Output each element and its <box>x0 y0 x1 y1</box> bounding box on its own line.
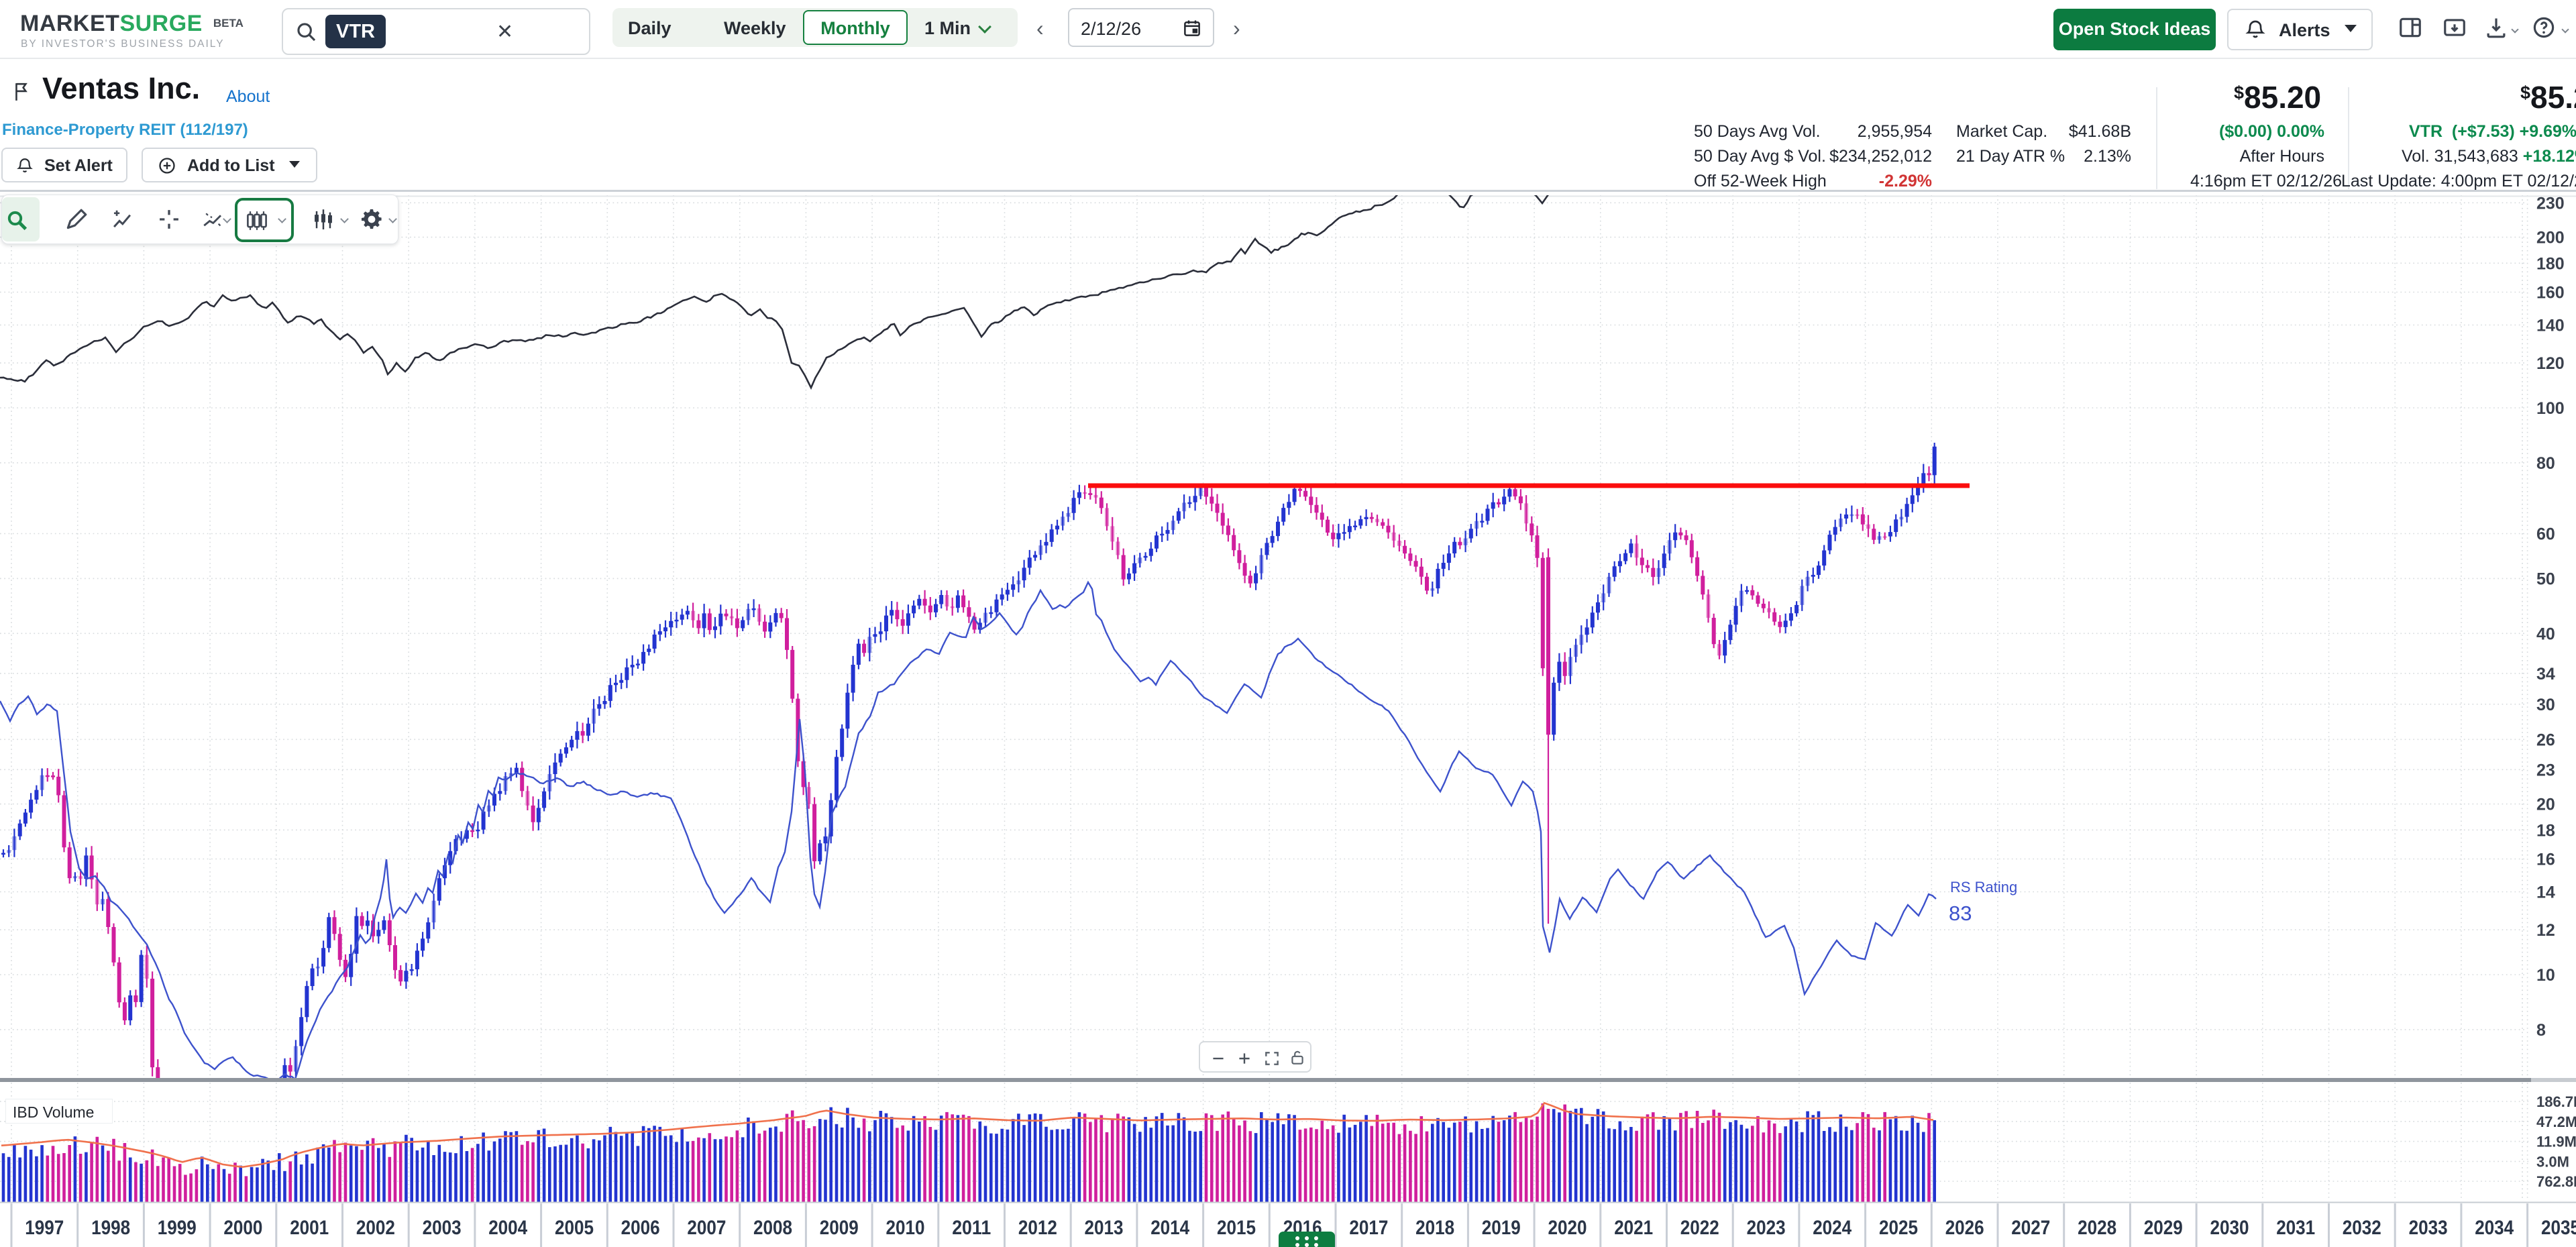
svg-text:26: 26 <box>2536 730 2555 749</box>
svg-text:2022: 2022 <box>1680 1217 1719 1239</box>
svg-text:2003: 2003 <box>423 1217 462 1239</box>
svg-text:2025: 2025 <box>1879 1217 1918 1239</box>
svg-text:2021: 2021 <box>1614 1217 1653 1239</box>
svg-text:120: 120 <box>2536 354 2565 373</box>
svg-text:2019: 2019 <box>1482 1217 1521 1239</box>
svg-text:1999: 1999 <box>158 1217 197 1239</box>
svg-text:2027: 2027 <box>2011 1217 2050 1239</box>
svg-text:18: 18 <box>2536 821 2555 840</box>
svg-text:2010: 2010 <box>886 1217 925 1239</box>
svg-text:60: 60 <box>2536 525 2555 544</box>
svg-text:2009: 2009 <box>820 1217 859 1239</box>
svg-text:1998: 1998 <box>91 1217 130 1239</box>
svg-text:230: 230 <box>2536 194 2565 213</box>
svg-text:2024: 2024 <box>1813 1217 1851 1239</box>
svg-text:40: 40 <box>2536 625 2555 643</box>
svg-text:10: 10 <box>2536 966 2555 985</box>
svg-text:20: 20 <box>2536 796 2555 814</box>
svg-text:14: 14 <box>2536 883 2555 902</box>
svg-text:2020: 2020 <box>1548 1217 1587 1239</box>
svg-text:2028: 2028 <box>2078 1217 2116 1239</box>
svg-text:3.0M: 3.0M <box>2536 1153 2569 1170</box>
svg-text:2007: 2007 <box>687 1217 726 1239</box>
svg-text:RS Rating: RS Rating <box>1950 879 2017 896</box>
svg-text:83: 83 <box>1949 902 1972 925</box>
svg-text:160: 160 <box>2536 284 2565 303</box>
svg-text:30: 30 <box>2536 696 2555 714</box>
svg-text:2029: 2029 <box>2144 1217 2183 1239</box>
svg-text:16: 16 <box>2536 851 2555 869</box>
svg-text:2011: 2011 <box>952 1217 991 1239</box>
svg-text:2004: 2004 <box>488 1217 527 1239</box>
svg-text:2034: 2034 <box>2475 1217 2514 1239</box>
svg-text:180: 180 <box>2536 254 2565 273</box>
svg-text:2017: 2017 <box>1349 1217 1388 1239</box>
svg-text:2032: 2032 <box>2343 1217 2381 1239</box>
svg-text:2001: 2001 <box>290 1217 329 1239</box>
svg-text:2018: 2018 <box>1415 1217 1454 1239</box>
svg-text:2002: 2002 <box>356 1217 395 1239</box>
svg-text:200: 200 <box>2536 229 2565 248</box>
svg-text:23: 23 <box>2536 761 2555 779</box>
svg-text:12: 12 <box>2536 921 2555 940</box>
svg-text:2015: 2015 <box>1217 1217 1256 1239</box>
svg-text:11.9M: 11.9M <box>2536 1134 2576 1150</box>
svg-text:2006: 2006 <box>621 1217 660 1239</box>
svg-text:2026: 2026 <box>1945 1217 1984 1239</box>
svg-text:47.2M: 47.2M <box>2536 1114 2576 1130</box>
svg-text:2031: 2031 <box>2276 1217 2315 1239</box>
svg-text:100: 100 <box>2536 399 2565 418</box>
svg-text:140: 140 <box>2536 317 2565 335</box>
svg-text:1997: 1997 <box>25 1217 64 1239</box>
svg-text:2014: 2014 <box>1150 1217 1189 1239</box>
svg-text:2035: 2035 <box>2541 1217 2576 1239</box>
svg-text:2033: 2033 <box>2409 1217 2448 1239</box>
svg-text:80: 80 <box>2536 454 2555 473</box>
svg-text:8: 8 <box>2536 1021 2546 1040</box>
svg-text:2005: 2005 <box>555 1217 594 1239</box>
svg-text:2023: 2023 <box>1747 1217 1786 1239</box>
svg-text:2012: 2012 <box>1018 1217 1057 1239</box>
svg-text:34: 34 <box>2536 665 2555 684</box>
svg-text:2030: 2030 <box>2210 1217 2249 1239</box>
svg-text:186.7M: 186.7M <box>2536 1093 2576 1110</box>
svg-text:50: 50 <box>2536 570 2555 588</box>
svg-text:2008: 2008 <box>753 1217 792 1239</box>
svg-text:762.8K: 762.8K <box>2536 1173 2576 1190</box>
svg-text:2013: 2013 <box>1085 1217 1124 1239</box>
svg-text:2000: 2000 <box>223 1217 262 1239</box>
